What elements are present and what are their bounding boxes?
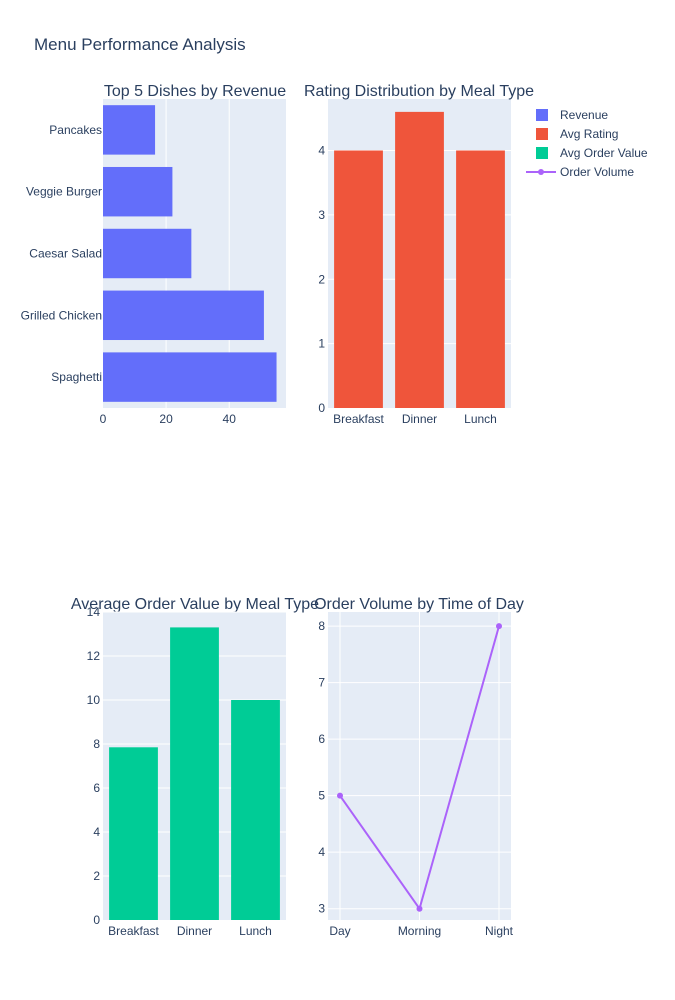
subplot-1: Top 5 Dishes by Revenue 0 20 40 Spaghetti Gri…: [21, 83, 287, 426]
x-tick-label: Morning: [398, 924, 441, 938]
y-tick-label: 1: [318, 337, 325, 351]
y-tick-label: Veggie Burger: [26, 185, 102, 199]
bar[interactable]: [395, 111, 444, 408]
x-tick-label: Lunch: [464, 412, 497, 426]
x-tick-label: Breakfast: [333, 412, 384, 426]
legend[interactable]: Revenue Avg Rating Avg Order Value Order Vo…: [526, 108, 648, 179]
x-tick-label: 0: [100, 412, 107, 426]
data-point[interactable]: [496, 623, 502, 630]
legend-label: Revenue: [560, 108, 608, 122]
y-tick-label: 0: [318, 401, 325, 415]
y-tick-label: Pancakes: [49, 123, 102, 137]
subplot-title: Average Order Value by Meal Type: [71, 596, 319, 613]
x-tick-label: Dinner: [402, 412, 437, 426]
y-tick-label: 2: [93, 869, 100, 883]
bar[interactable]: [231, 700, 280, 920]
x-tick-label: Dinner: [177, 924, 212, 938]
legend-label: Avg Rating: [560, 127, 618, 141]
legend-marker: [538, 169, 544, 175]
bar[interactable]: [103, 166, 173, 217]
y-tick-label: Caesar Salad: [29, 247, 102, 261]
subplot-title: Top 5 Dishes by Revenue: [104, 83, 286, 100]
bar[interactable]: [103, 290, 264, 341]
legend-label: Order Volume: [560, 165, 634, 179]
bar[interactable]: [456, 150, 505, 409]
data-point[interactable]: [337, 792, 343, 799]
legend-item[interactable]: Avg Order Value: [536, 146, 648, 160]
subplot-4: Order Volume by Time of Day 3 4 5 6 7 8 Day Morn…: [314, 596, 524, 938]
y-tick-label: 14: [87, 605, 101, 619]
y-tick-label: 6: [318, 732, 325, 746]
bar[interactable]: [109, 747, 158, 920]
y-tick-label: 2: [318, 272, 325, 286]
legend-swatch: [536, 147, 548, 159]
y-tick-label: 3: [318, 902, 325, 916]
x-tick-label: Day: [329, 924, 350, 938]
legend-label: Avg Order Value: [560, 146, 648, 160]
subplot-3: Average Order Value by Meal Type 0 2 4 6 8 10 1…: [71, 596, 319, 938]
x-tick-label: 20: [159, 412, 173, 426]
bar[interactable]: [103, 105, 156, 155]
y-tick-label: 10: [87, 693, 101, 707]
legend-swatch: [536, 109, 548, 121]
y-tick-label: 4: [318, 845, 325, 859]
legend-item[interactable]: Revenue: [536, 108, 608, 122]
y-tick-label: 5: [318, 789, 325, 803]
y-tick-label: 3: [318, 208, 325, 222]
subplot-2: Rating Distribution by Meal Type 0 1 2 3 4 Bre…: [304, 83, 534, 426]
y-tick-label: 12: [87, 649, 101, 663]
y-tick-label: 0: [93, 913, 100, 927]
bar[interactable]: [103, 228, 192, 279]
legend-item[interactable]: Order Volume: [526, 165, 634, 179]
x-tick-label: Night: [485, 924, 514, 938]
legend-item[interactable]: Avg Rating: [536, 127, 618, 141]
legend-swatch: [536, 128, 548, 140]
subplot-title: Order Volume by Time of Day: [314, 596, 524, 613]
bar[interactable]: [170, 627, 219, 920]
x-tick-label: Breakfast: [108, 924, 159, 938]
bar[interactable]: [103, 352, 277, 402]
figure-title: Menu Performance Analysis: [34, 35, 246, 54]
y-tick-label: 6: [93, 781, 100, 795]
y-tick-label: Spaghetti: [51, 370, 102, 384]
y-tick-label: 8: [318, 619, 325, 633]
y-tick-label: Grilled Chicken: [21, 308, 102, 322]
subplot-title: Rating Distribution by Meal Type: [304, 83, 534, 100]
y-tick-label: 8: [93, 737, 100, 751]
y-tick-label: 4: [93, 825, 100, 839]
y-tick-label: 7: [318, 676, 325, 690]
x-tick-label: 40: [223, 412, 237, 426]
x-tick-label: Lunch: [239, 924, 272, 938]
y-tick-label: 4: [318, 144, 325, 158]
data-point[interactable]: [416, 905, 423, 912]
bar[interactable]: [334, 150, 383, 409]
